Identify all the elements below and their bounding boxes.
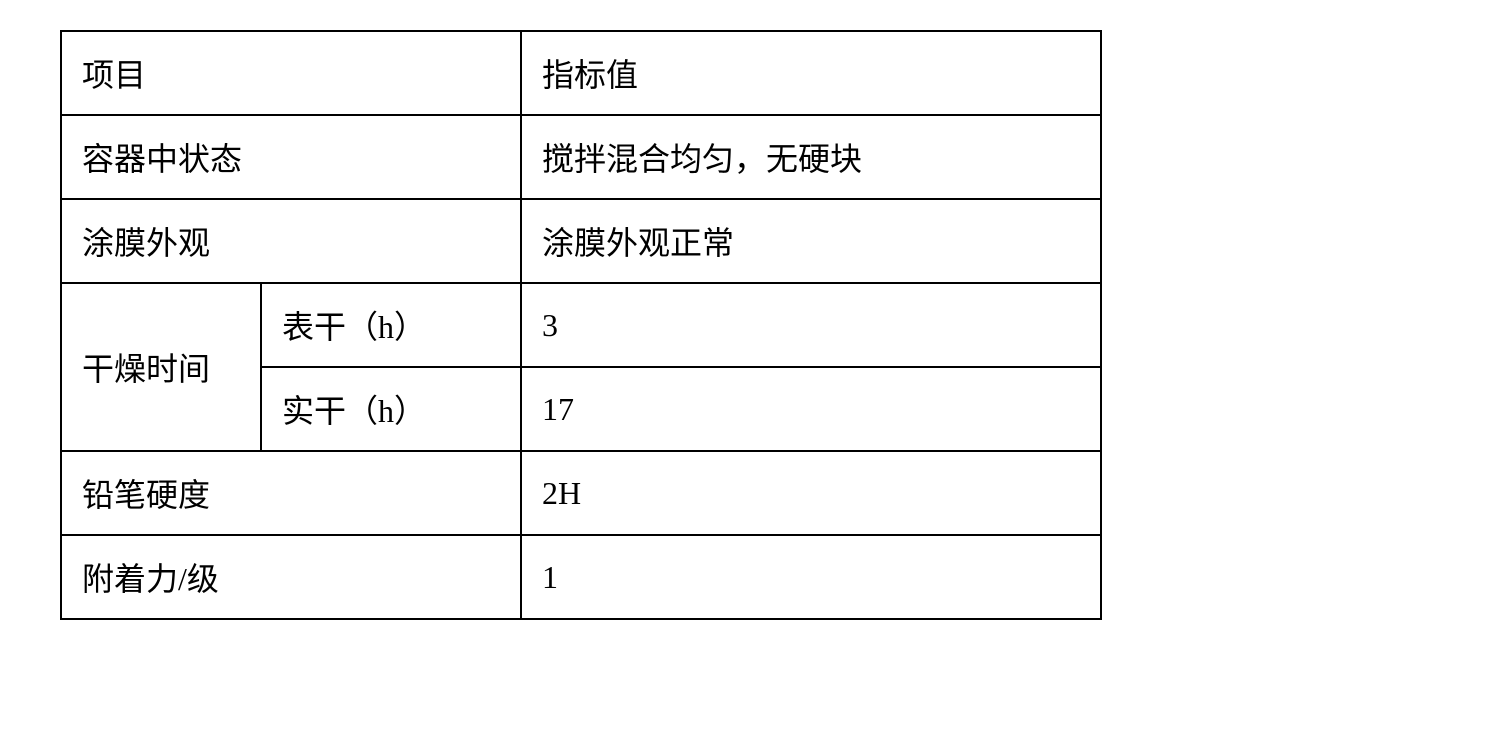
table-container: 项目 指标值 容器中状态 搅拌混合均匀，无硬块 涂膜外观 涂膜外观正常 干燥时间… (60, 30, 1100, 620)
table-row: 干燥时间 表干（h） 3 (61, 283, 1101, 367)
table-cell-drying-time: 干燥时间 (61, 283, 261, 451)
table-cell-surface-dry: 表干（h） (261, 283, 521, 367)
table-row: 附着力/级 1 (61, 535, 1101, 619)
table-row: 涂膜外观 涂膜外观正常 (61, 199, 1101, 283)
table-cell-pencil-hardness: 铅笔硬度 (61, 451, 521, 535)
table-cell-surface-dry-value: 3 (521, 283, 1101, 367)
table-cell-header-item: 项目 (61, 31, 521, 115)
table-row: 铅笔硬度 2H (61, 451, 1101, 535)
table-cell-pencil-hardness-value: 2H (521, 451, 1101, 535)
table-cell-hard-dry-value: 17 (521, 367, 1101, 451)
table-cell-coating-appearance-value: 涂膜外观正常 (521, 199, 1101, 283)
table-row: 项目 指标值 (61, 31, 1101, 115)
table-cell-container-state-value: 搅拌混合均匀，无硬块 (521, 115, 1101, 199)
table-body: 项目 指标值 容器中状态 搅拌混合均匀，无硬块 涂膜外观 涂膜外观正常 干燥时间… (61, 31, 1101, 619)
table-cell-coating-appearance: 涂膜外观 (61, 199, 521, 283)
table-cell-container-state: 容器中状态 (61, 115, 521, 199)
table-row: 容器中状态 搅拌混合均匀，无硬块 (61, 115, 1101, 199)
spec-table: 项目 指标值 容器中状态 搅拌混合均匀，无硬块 涂膜外观 涂膜外观正常 干燥时间… (60, 30, 1102, 620)
table-cell-adhesion: 附着力/级 (61, 535, 521, 619)
table-cell-adhesion-value: 1 (521, 535, 1101, 619)
table-cell-hard-dry: 实干（h） (261, 367, 521, 451)
table-cell-header-value: 指标值 (521, 31, 1101, 115)
